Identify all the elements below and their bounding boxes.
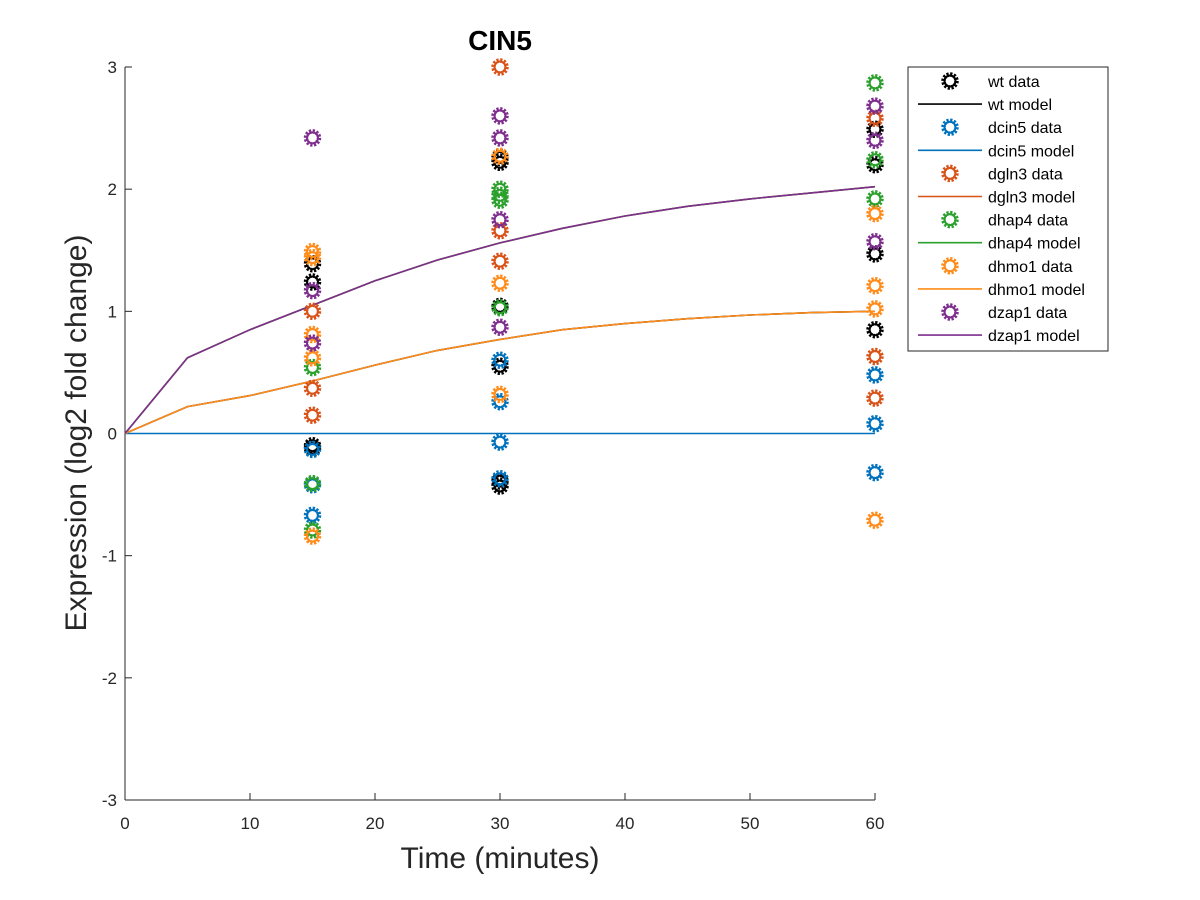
wt-data-point xyxy=(869,323,882,336)
dzap1-data-point xyxy=(869,100,882,113)
dzap1-data-point xyxy=(869,235,882,248)
y-ticks: -3 -2 -1 0 1 2 3 xyxy=(102,58,132,810)
dcin5-legend-data-label: dcin5 data xyxy=(988,120,1062,137)
wt-legend-model-label: wt model xyxy=(987,97,1052,114)
dhmo1-data-point xyxy=(869,207,882,220)
legend-box xyxy=(907,66,1109,352)
dgln3-data-point xyxy=(494,61,507,74)
x-tick-label: 20 xyxy=(366,814,385,833)
dgln3-data-point xyxy=(494,255,507,268)
dzap1-data-point xyxy=(494,109,507,122)
y-tick-label: 0 xyxy=(108,425,117,444)
x-tick-label: 60 xyxy=(866,814,885,833)
dcin5-data-point xyxy=(869,466,882,479)
dgln3-legend-data-label: dgln3 data xyxy=(988,166,1063,183)
dzap1-data-point xyxy=(494,213,507,226)
y-tick-label: -3 xyxy=(102,791,117,810)
dhap4-data-point xyxy=(494,301,507,314)
legend-items: wt data wt model dcin5 data dcin5 model dgln… xyxy=(918,74,1085,345)
dgln3-data-point xyxy=(306,382,319,395)
dhmo1-legend-model-label: dhmo1 model xyxy=(988,282,1085,299)
wt-legend-data-label: wt data xyxy=(987,74,1040,91)
data-points xyxy=(306,61,882,543)
dhap4-data-point xyxy=(869,192,882,205)
y-axis-title: Expression (log2 fold change) xyxy=(60,235,93,632)
dzap1-data-point xyxy=(494,321,507,334)
dzap1-legend-model-label: dzap1 model xyxy=(988,328,1080,345)
dzap1-data-point xyxy=(494,131,507,144)
x-tick-label: 0 xyxy=(120,814,129,833)
dcin5-data-point xyxy=(494,472,507,485)
dhmo1-data-point xyxy=(306,351,319,364)
dzap1-legend-data-label: dzap1 data xyxy=(988,305,1067,322)
dhmo1-data-point xyxy=(869,279,882,292)
dgln3-data-point xyxy=(306,409,319,422)
x-tick-label: 40 xyxy=(616,814,635,833)
dhap4-legend-model-label: dhap4 model xyxy=(988,236,1081,253)
y-tick-label: 3 xyxy=(108,58,117,77)
y-tick-label: -1 xyxy=(102,547,117,566)
dcin5-data-point xyxy=(306,509,319,522)
legend: wt data wt model dcin5 data dcin5 model dgln… xyxy=(907,66,1109,352)
y-tick-label: 2 xyxy=(108,180,117,199)
model-lines xyxy=(124,185,876,435)
dhmo1-data-point xyxy=(869,302,882,315)
axes: 0 10 20 30 40 50 60 -3 -2 -1 0 1 2 3 xyxy=(102,58,885,833)
dzap1-data-point xyxy=(306,284,319,297)
y-tick-label: -2 xyxy=(102,669,117,688)
x-tick-label: 50 xyxy=(741,814,760,833)
dgln3-data-point xyxy=(306,305,319,318)
dcin5-data-point xyxy=(494,436,507,449)
dcin5-data-point xyxy=(306,443,319,456)
dcin5-legend-model-label: dcin5 model xyxy=(988,143,1074,160)
dhmo1-legend-data-label: dhmo1 data xyxy=(988,259,1073,276)
dcin5-data-point xyxy=(869,368,882,381)
dgln3-data-point xyxy=(869,350,882,363)
dhmo1-data-point xyxy=(494,277,507,290)
dzap1-model-line xyxy=(124,185,876,435)
dgln3-legend-model-label: dgln3 model xyxy=(988,190,1075,207)
dzap1-data-point xyxy=(869,134,882,147)
dzap1-data-point xyxy=(306,337,319,350)
chart-title: CIN5 xyxy=(468,25,532,56)
dgln3-data-point xyxy=(869,112,882,125)
dhap4-data-point xyxy=(869,76,882,89)
dcin5-data-point xyxy=(869,417,882,430)
x-tick-label: 30 xyxy=(491,814,510,833)
dhmo1-data-point xyxy=(494,388,507,401)
dhmo1-model-line xyxy=(124,310,876,435)
y-tick-label: 1 xyxy=(108,302,117,321)
dzap1-data-point xyxy=(306,131,319,144)
wt-data-point xyxy=(869,247,882,260)
x-axis-title: Time (minutes) xyxy=(401,842,600,875)
dhap4-legend-data-label: dhap4 data xyxy=(988,213,1068,230)
dgln3-data-point xyxy=(869,392,882,405)
dhap4-data-point xyxy=(306,477,319,490)
x-ticks: 0 10 20 30 40 50 60 xyxy=(120,793,884,833)
dhmo1-data-point xyxy=(869,514,882,527)
x-tick-label: 10 xyxy=(241,814,260,833)
